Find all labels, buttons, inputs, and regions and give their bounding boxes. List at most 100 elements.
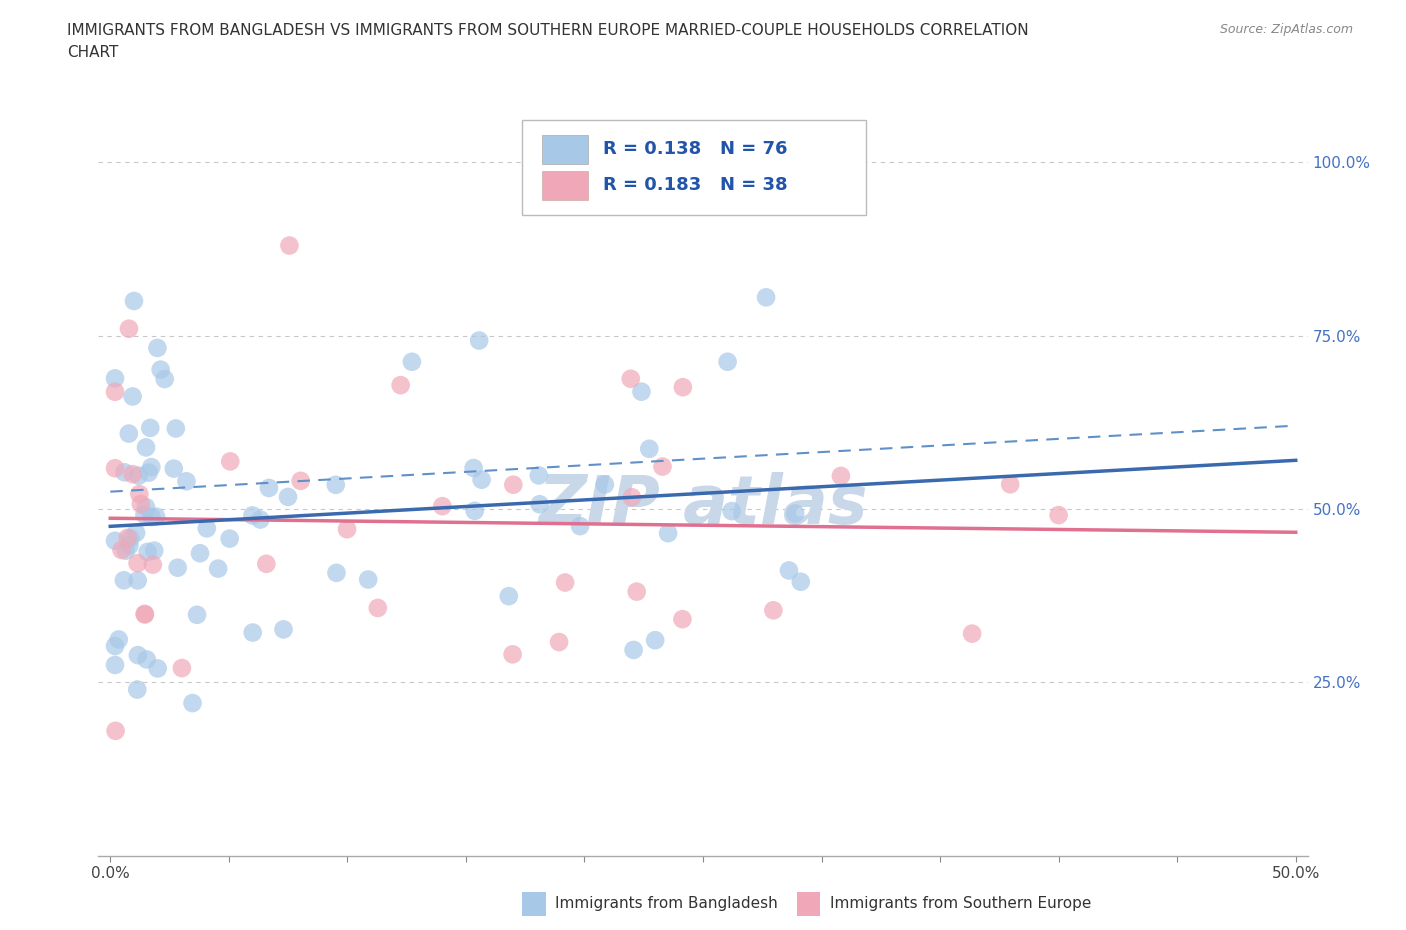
Point — [569, 519, 592, 534]
Point — [778, 563, 800, 578]
Point — [529, 497, 551, 512]
Point — [136, 544, 159, 559]
Point — [325, 565, 347, 580]
Point — [163, 461, 186, 476]
FancyBboxPatch shape — [543, 135, 588, 164]
FancyBboxPatch shape — [522, 120, 866, 215]
Point — [620, 371, 643, 386]
Point — [149, 362, 172, 377]
Point — [170, 660, 193, 675]
Point — [502, 647, 524, 662]
Point — [146, 661, 169, 676]
Point — [367, 601, 389, 616]
Point — [127, 556, 149, 571]
Point — [357, 572, 380, 587]
Point — [638, 442, 661, 457]
Point — [218, 531, 240, 546]
Point — [181, 696, 204, 711]
Point — [188, 546, 211, 561]
Point — [463, 460, 485, 475]
Point — [135, 652, 157, 667]
Point — [468, 333, 491, 348]
Point — [644, 632, 666, 647]
Point — [830, 469, 852, 484]
Point — [165, 421, 187, 436]
Point — [112, 573, 135, 588]
Point — [277, 489, 299, 504]
Point — [790, 575, 813, 590]
Point — [998, 477, 1021, 492]
Point — [527, 468, 550, 483]
Point — [651, 459, 673, 474]
Point — [593, 477, 616, 492]
Text: CHART: CHART — [67, 45, 120, 60]
Point — [716, 354, 738, 369]
Text: ZIP atlas: ZIP atlas — [538, 472, 868, 538]
Point — [755, 290, 778, 305]
Point — [139, 420, 162, 435]
Point — [464, 503, 486, 518]
Point — [195, 521, 218, 536]
Point — [135, 499, 157, 514]
Point — [401, 354, 423, 369]
Point — [129, 497, 152, 512]
Point — [127, 647, 149, 662]
Point — [120, 531, 142, 546]
FancyBboxPatch shape — [543, 171, 588, 200]
Point — [141, 510, 163, 525]
Point — [498, 589, 520, 604]
Point — [143, 543, 166, 558]
Point — [125, 525, 148, 540]
Point — [138, 465, 160, 480]
Point — [117, 530, 139, 545]
Point — [145, 510, 167, 525]
Point — [186, 607, 208, 622]
Point — [548, 634, 571, 649]
Point — [114, 543, 136, 558]
Text: R = 0.183   N = 38: R = 0.183 N = 38 — [603, 177, 787, 194]
Text: R = 0.138   N = 76: R = 0.138 N = 76 — [603, 140, 787, 158]
Point — [114, 465, 136, 480]
Point — [127, 682, 149, 697]
Point — [471, 472, 494, 487]
Point — [122, 294, 145, 309]
Text: Source: ZipAtlas.com: Source: ZipAtlas.com — [1219, 23, 1353, 36]
Point — [254, 556, 277, 571]
Text: Immigrants from Southern Europe: Immigrants from Southern Europe — [830, 897, 1091, 911]
Point — [960, 626, 983, 641]
Point — [630, 384, 652, 399]
Point — [502, 477, 524, 492]
Point — [278, 238, 301, 253]
Point — [104, 639, 127, 654]
Point — [554, 575, 576, 590]
Point — [118, 538, 141, 553]
Point — [626, 584, 648, 599]
Point — [166, 560, 188, 575]
Point — [620, 490, 643, 505]
Point — [207, 561, 229, 576]
Point — [128, 468, 150, 483]
Point — [135, 440, 157, 455]
Point — [134, 607, 156, 622]
Point — [153, 372, 176, 387]
Text: IMMIGRANTS FROM BANGLADESH VS IMMIGRANTS FROM SOUTHERN EUROPE MARRIED-COUPLE HOU: IMMIGRANTS FROM BANGLADESH VS IMMIGRANTS… — [67, 23, 1029, 38]
Point — [432, 498, 454, 513]
Point — [219, 454, 242, 469]
Point — [104, 658, 127, 672]
Point — [104, 533, 127, 548]
Point — [121, 389, 143, 404]
Point — [672, 379, 695, 394]
Point — [134, 507, 156, 522]
Point — [623, 643, 645, 658]
Point — [118, 426, 141, 441]
Point — [176, 474, 198, 489]
Point — [141, 459, 163, 474]
Point — [762, 603, 785, 618]
Point — [127, 573, 149, 588]
Point — [1047, 508, 1070, 523]
Point — [389, 378, 412, 392]
Point — [104, 724, 127, 738]
Point — [104, 384, 127, 399]
Point — [142, 557, 165, 572]
Point — [290, 473, 312, 488]
